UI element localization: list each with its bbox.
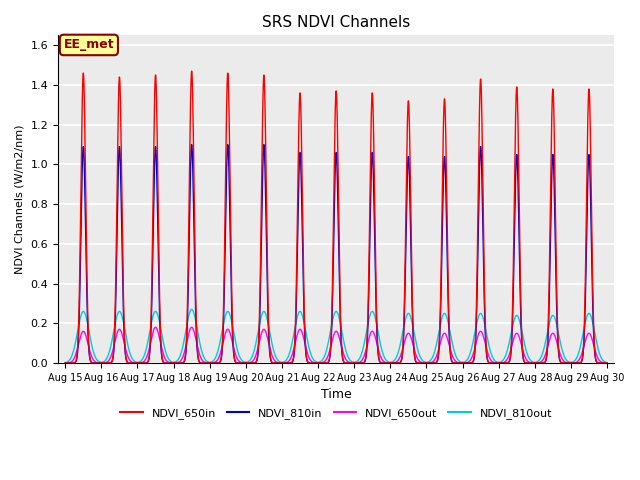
NDVI_650out — [603, 360, 611, 366]
NDVI_650in — [602, 360, 609, 366]
NDVI_650in — [603, 360, 611, 366]
Line: NDVI_810in: NDVI_810in — [65, 144, 607, 363]
NDVI_810in — [602, 360, 609, 366]
NDVI_650out — [172, 360, 179, 366]
NDVI_810out — [177, 350, 185, 356]
NDVI_650out — [488, 358, 495, 364]
NDVI_650out — [411, 348, 419, 354]
NDVI_810in — [411, 356, 419, 361]
NDVI_650in — [172, 360, 179, 366]
NDVI_650in — [264, 303, 272, 309]
NDVI_650in — [488, 360, 495, 366]
NDVI_810in — [603, 360, 611, 366]
X-axis label: Time: Time — [321, 388, 351, 401]
NDVI_810out — [602, 359, 609, 365]
NDVI_810in — [188, 142, 196, 147]
Title: SRS NDVI Channels: SRS NDVI Channels — [262, 15, 410, 30]
NDVI_650out — [152, 324, 159, 330]
NDVI_810in — [61, 360, 69, 366]
NDVI_650out — [264, 337, 272, 343]
NDVI_810out — [188, 307, 196, 312]
Line: NDVI_810out: NDVI_810out — [65, 310, 607, 363]
NDVI_810out — [172, 359, 179, 365]
NDVI_810out — [603, 360, 611, 366]
NDVI_810in — [172, 360, 179, 366]
NDVI_650in — [411, 354, 419, 360]
NDVI_810out — [61, 360, 69, 366]
NDVI_650in — [177, 360, 185, 366]
Line: NDVI_650out: NDVI_650out — [65, 327, 607, 363]
NDVI_650out — [177, 357, 185, 363]
NDVI_650in — [188, 68, 196, 74]
NDVI_810out — [264, 321, 272, 326]
NDVI_650out — [602, 360, 609, 366]
NDVI_650out — [61, 360, 69, 366]
Legend: NDVI_650in, NDVI_810in, NDVI_650out, NDVI_810out: NDVI_650in, NDVI_810in, NDVI_650out, NDV… — [116, 403, 556, 423]
NDVI_810in — [488, 360, 495, 366]
NDVI_810out — [411, 334, 419, 339]
NDVI_810out — [488, 352, 495, 358]
NDVI_810in — [264, 317, 272, 323]
NDVI_650in — [61, 360, 69, 366]
Line: NDVI_650in: NDVI_650in — [65, 71, 607, 363]
NDVI_810in — [177, 360, 185, 366]
Text: EE_met: EE_met — [63, 38, 114, 51]
Y-axis label: NDVI Channels (W/m2/nm): NDVI Channels (W/m2/nm) — [15, 124, 25, 274]
